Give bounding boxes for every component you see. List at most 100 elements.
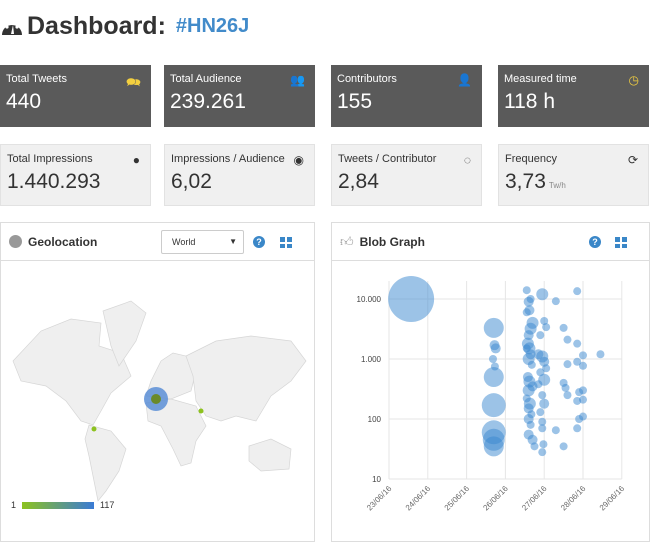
grid-icon[interactable] — [280, 237, 292, 248]
blob[interactable] — [481, 393, 506, 418]
blob[interactable] — [523, 330, 534, 341]
x-tick-label: 28/06/16 — [559, 484, 588, 513]
thumbs-up-icon: 👍︎ — [340, 233, 354, 249]
tile-value: 118 h — [504, 90, 555, 113]
blob[interactable] — [483, 367, 504, 388]
stat-tile-frequency: Frequency 3,73 Tw/h ⟳ — [498, 144, 649, 206]
legend-gradient — [22, 501, 95, 509]
australia — [248, 438, 292, 472]
x-tick-label: 23/06/16 — [365, 484, 394, 513]
stat-tile-measured-time: Measured time 118 h ◷ — [498, 65, 649, 127]
tile-label: Total Tweets — [6, 73, 67, 85]
blob[interactable] — [563, 391, 572, 400]
tile-label: Frequency — [505, 153, 557, 165]
tile-label: Total Impressions — [7, 153, 93, 165]
tile-label: Total Audience — [170, 73, 242, 85]
blob[interactable] — [573, 424, 582, 433]
blob[interactable] — [540, 316, 549, 325]
blob[interactable] — [538, 424, 547, 433]
blob[interactable] — [526, 295, 535, 303]
blob[interactable] — [483, 436, 504, 457]
blob[interactable] — [573, 287, 582, 296]
blob[interactable] — [522, 308, 531, 317]
blob[interactable] — [388, 276, 435, 322]
blob[interactable] — [483, 317, 504, 338]
greenland — [102, 300, 147, 367]
tile-label: Impressions / Audience — [171, 153, 285, 165]
region-select[interactable]: World ▼ — [161, 230, 244, 254]
legend-max: 117 — [100, 500, 115, 510]
blob[interactable] — [579, 395, 587, 404]
grid-icon[interactable] — [615, 237, 627, 248]
tile-value: 440 — [6, 90, 42, 113]
blob[interactable] — [539, 398, 550, 409]
blob[interactable] — [542, 323, 551, 332]
blob[interactable] — [559, 323, 568, 332]
x-tick-label: 29/06/16 — [598, 484, 627, 513]
blob[interactable] — [538, 391, 547, 400]
blob[interactable] — [579, 351, 587, 360]
blob[interactable] — [542, 364, 551, 373]
blob[interactable] — [539, 440, 548, 449]
africa — [145, 398, 207, 467]
blob[interactable] — [536, 288, 549, 301]
blob[interactable] — [539, 356, 550, 367]
globe-icon — [9, 235, 22, 248]
blob[interactable] — [536, 331, 545, 340]
chevron-down-icon: ▼ — [229, 237, 237, 246]
blob[interactable] — [579, 361, 587, 370]
y-tick-label: 10.000 — [357, 295, 382, 304]
comments-icon: 🗪 — [126, 75, 141, 89]
map-legend: 1 117 — [11, 500, 114, 510]
geolocation-panel: Geolocation World ▼ ? 1 117 — [0, 222, 315, 542]
map-bubble-arabia[interactable] — [198, 408, 204, 414]
tile-value: 1.440.293 — [7, 170, 101, 193]
tile-label: Contributors — [337, 73, 397, 85]
help-icon[interactable]: ? — [253, 236, 265, 248]
panel-title: Blob Graph — [359, 234, 425, 249]
blob[interactable] — [526, 420, 535, 429]
tile-value: 2,84 — [338, 170, 379, 193]
blob[interactable] — [534, 380, 543, 389]
map-dot-spain — [151, 394, 161, 404]
blob[interactable] — [563, 360, 572, 369]
blob[interactable] — [551, 426, 560, 435]
north-america — [12, 318, 132, 426]
blob[interactable] — [563, 335, 572, 344]
blob[interactable] — [596, 350, 605, 359]
blob[interactable] — [575, 388, 584, 397]
blob[interactable] — [573, 357, 582, 366]
asia — [185, 335, 307, 422]
clock-icon: ◷ — [628, 73, 639, 87]
x-tick-label: 26/06/16 — [481, 484, 510, 513]
map-bubble-colombia[interactable] — [91, 426, 97, 432]
x-tick-label: 24/06/16 — [404, 484, 433, 513]
blob[interactable] — [561, 383, 570, 392]
blob[interactable] — [551, 297, 560, 306]
blob-chart: 23/06/16 24/06/16 25/06/16 26/06/16 27/06/16… — [357, 276, 627, 513]
tile-value: 6,02 — [171, 170, 212, 193]
blob[interactable] — [530, 442, 539, 451]
x-tick-label: 25/06/16 — [443, 484, 472, 513]
blob[interactable] — [488, 355, 497, 363]
blob[interactable] — [559, 442, 568, 451]
blob[interactable] — [538, 417, 547, 426]
world-map[interactable] — [1, 262, 314, 532]
help-icon[interactable]: ? — [589, 236, 601, 248]
tile-value: 3,73 Tw/h — [505, 170, 566, 193]
blob[interactable] — [522, 286, 531, 295]
comment-icon: ◌ — [463, 153, 471, 167]
page-title: Dashboard: #HN26J — [0, 10, 249, 42]
blob[interactable] — [527, 434, 538, 445]
blob[interactable] — [579, 412, 587, 421]
blob[interactable] — [522, 384, 535, 397]
blob[interactable] — [573, 339, 582, 348]
blob[interactable] — [536, 408, 545, 417]
stat-tile-contributors: Contributors 155 👤 — [331, 65, 482, 127]
legend-min: 1 — [11, 500, 17, 510]
y-tick-label: 1.000 — [361, 355, 382, 364]
stat-tile-impressions-audience: Impressions / Audience 6,02 ◉ — [164, 144, 315, 206]
blob[interactable] — [527, 360, 536, 369]
blob[interactable] — [490, 343, 501, 354]
blob[interactable] — [538, 448, 547, 457]
